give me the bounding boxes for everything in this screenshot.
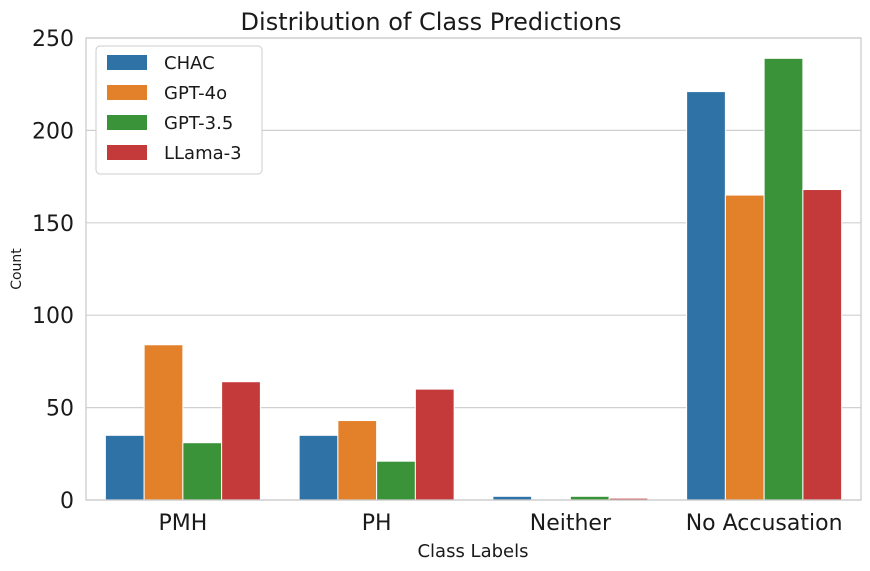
bar-llama-3-pmh [221,381,261,501]
x-tick-label: PH [362,511,392,536]
bar-gpt-4o-no-accusation [724,194,765,501]
x-tick-label: PMH [158,511,207,536]
bar-chac-ph [298,434,339,501]
bars [104,57,843,501]
chart-title: Distribution of Class Predictions [241,8,622,36]
plot-frame [85,37,862,501]
bar-gpt-3-5-ph [376,460,416,501]
y-tick-label: 200 [32,119,74,144]
legend-label: LLama-3 [164,143,242,164]
legend: CHAC GPT-4o GPT-3.5 LLama-3 [95,45,263,175]
legend-swatch [107,145,147,160]
bar-gpt-3-5-pmh [182,442,223,501]
legend-label: GPT-3.5 [164,113,233,134]
x-tick-labels: PMH PH Neither No Accusation [158,511,842,536]
bar-llama-3-no-accusation [802,189,843,501]
y-tick-label: 50 [46,397,74,422]
y-tick-labels: 0 50 100 150 200 250 [32,27,74,514]
y-tick-label: 0 [60,489,74,514]
y-tick-label: 100 [32,304,74,329]
bar-gpt-3-5-no-accusation [763,57,804,501]
x-tick-label: No Accusation [686,511,843,536]
legend-swatch [107,85,147,100]
bar-gpt-4o-ph [337,420,378,501]
legend-swatch [107,55,147,70]
y-axis-label: Count [9,248,25,290]
legend-box [95,45,263,175]
legend-swatch [107,115,147,130]
legend-label: GPT-4o [164,83,227,104]
bar-llama-3-ph [414,388,455,501]
bar-chac-no-accusation [686,91,726,501]
x-axis-label: Class Labels [417,541,528,562]
x-tick-label: Neither [530,511,612,536]
y-tick-label: 150 [32,212,74,237]
y-tick-label: 250 [32,27,74,52]
legend-label: CHAC [164,53,215,74]
bar-chac-pmh [104,434,145,501]
bar-gpt-4o-pmh [143,344,184,501]
